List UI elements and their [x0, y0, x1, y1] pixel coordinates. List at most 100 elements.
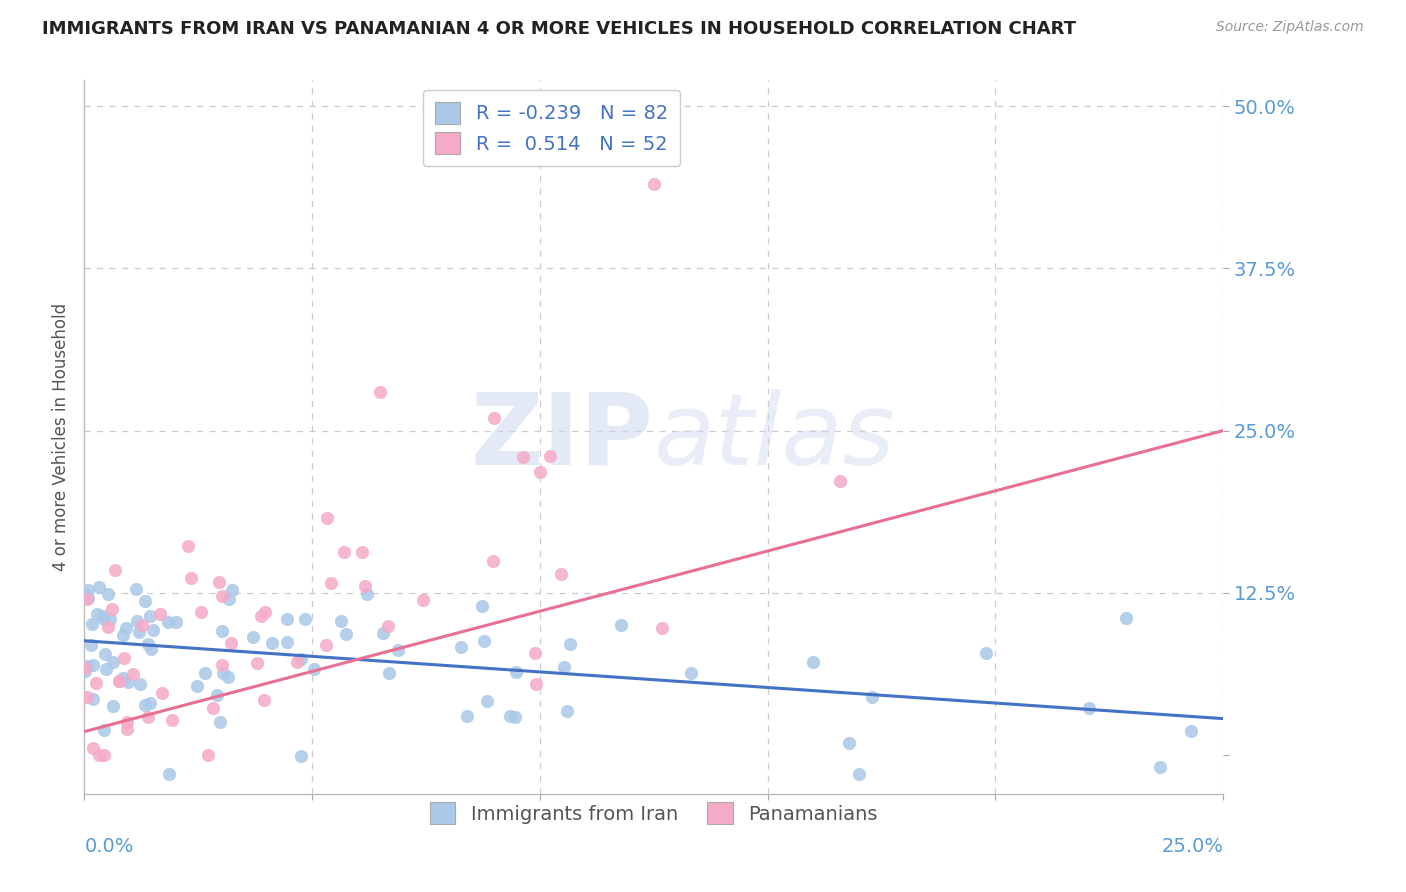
- Point: [194, 666, 217, 681]
- Point: [505, 665, 527, 679]
- Point: [84, 676, 107, 690]
- Point: [127, 614, 149, 628]
- Point: [131, 618, 153, 632]
- Point: [553, 660, 575, 674]
- Point: [373, 625, 395, 640]
- Point: [1149, 759, 1171, 773]
- Point: [319, 575, 342, 590]
- Point: [550, 566, 572, 581]
- Point: [208, 714, 231, 729]
- Point: [472, 634, 495, 648]
- Point: [101, 699, 124, 714]
- Point: [529, 465, 551, 479]
- Point: [75, 661, 97, 675]
- Point: [221, 636, 243, 650]
- Point: [114, 621, 136, 635]
- Point: [129, 677, 152, 691]
- Point: [82, 741, 104, 756]
- Point: [138, 696, 160, 710]
- Point: [294, 612, 316, 626]
- Point: [245, 656, 267, 670]
- Point: [262, 636, 284, 650]
- Text: atlas: atlas: [654, 389, 896, 485]
- Point: [73, 664, 96, 678]
- Point: [89, 580, 111, 594]
- Text: IMMIGRANTS FROM IRAN VS PANAMANIAN 4 OR MORE VEHICLES IN HOUSEHOLD CORRELATION C: IMMIGRANTS FROM IRAN VS PANAMANIAN 4 OR …: [42, 20, 1076, 37]
- Point: [115, 714, 138, 729]
- Point: [97, 620, 120, 634]
- Point: [122, 667, 145, 681]
- Text: 25.0%: 25.0%: [1161, 837, 1223, 855]
- Point: [73, 588, 96, 602]
- Text: 0.0%: 0.0%: [84, 837, 134, 855]
- Point: [157, 766, 180, 780]
- Point: [80, 638, 103, 652]
- Point: [82, 658, 104, 673]
- Point: [302, 662, 325, 676]
- Point: [651, 622, 673, 636]
- Point: [208, 574, 231, 589]
- Point: [97, 587, 120, 601]
- Point: [285, 655, 308, 669]
- Point: [211, 589, 233, 603]
- Point: [333, 545, 356, 559]
- Point: [76, 591, 98, 606]
- Point: [211, 624, 233, 639]
- Point: [93, 723, 115, 737]
- Point: [290, 652, 312, 666]
- Point: [165, 615, 187, 630]
- Point: [138, 637, 160, 651]
- Point: [76, 690, 98, 705]
- Point: [117, 674, 139, 689]
- Point: [139, 642, 162, 657]
- Point: [217, 670, 239, 684]
- Point: [356, 586, 378, 600]
- Point: [98, 612, 121, 626]
- Point: [91, 609, 114, 624]
- Point: [643, 177, 665, 191]
- Point: [503, 710, 526, 724]
- Point: [471, 599, 494, 613]
- Point: [107, 674, 129, 689]
- Point: [250, 609, 273, 624]
- Point: [524, 676, 547, 690]
- Point: [242, 630, 264, 644]
- Point: [157, 615, 180, 629]
- Point: [354, 579, 377, 593]
- Point: [134, 698, 156, 713]
- Point: [253, 605, 276, 619]
- Point: [93, 747, 115, 762]
- Point: [160, 713, 183, 727]
- Point: [512, 450, 534, 464]
- Point: [276, 612, 298, 626]
- Point: [177, 539, 200, 553]
- Point: [860, 690, 883, 705]
- Point: [103, 655, 125, 669]
- Point: [377, 618, 399, 632]
- Point: [378, 665, 401, 680]
- Point: [94, 648, 117, 662]
- Point: [82, 692, 104, 706]
- Point: [86, 607, 108, 621]
- Point: [679, 665, 702, 680]
- Point: [112, 650, 135, 665]
- Point: [558, 637, 581, 651]
- Point: [316, 511, 339, 525]
- Point: [499, 709, 522, 723]
- Point: [76, 582, 98, 597]
- Point: [848, 767, 870, 781]
- Point: [387, 643, 409, 657]
- Point: [221, 583, 243, 598]
- Point: [104, 562, 127, 576]
- Point: [253, 693, 276, 707]
- Point: [125, 582, 148, 596]
- Point: [290, 748, 312, 763]
- Point: [482, 553, 505, 567]
- Point: [610, 617, 633, 632]
- Point: [212, 665, 235, 680]
- Point: [1077, 701, 1099, 715]
- Y-axis label: 4 or more Vehicles in Household: 4 or more Vehicles in Household: [52, 303, 70, 571]
- Point: [186, 679, 208, 693]
- Point: [134, 594, 156, 608]
- Point: [112, 628, 135, 642]
